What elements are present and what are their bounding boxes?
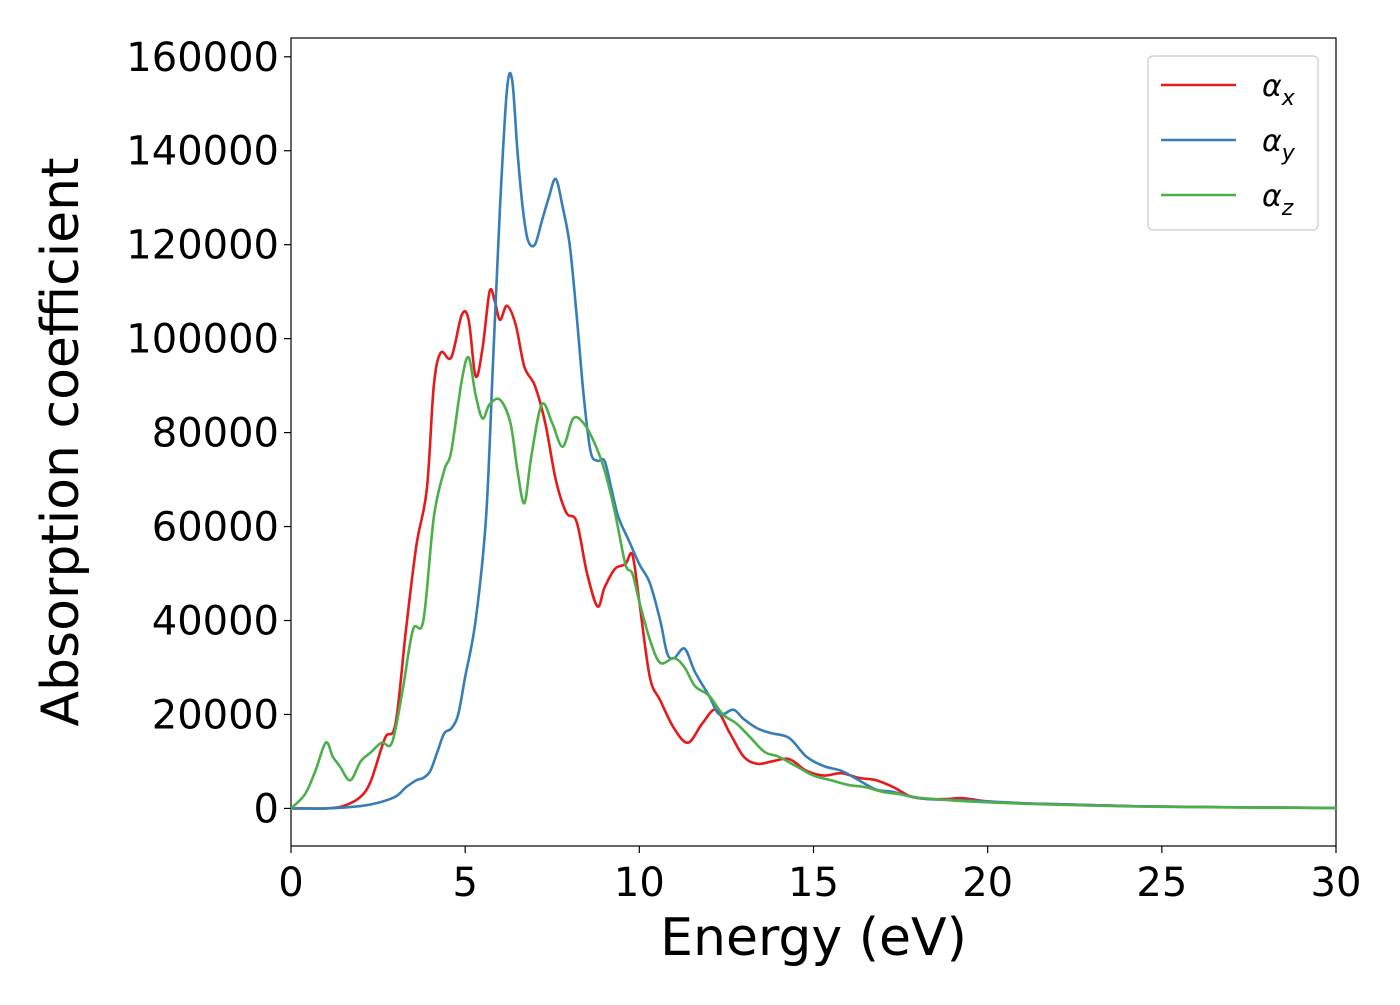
- y-tick-label: 20000: [152, 692, 279, 738]
- y-tick-label: 0: [254, 786, 279, 832]
- legend-box: [1147, 55, 1319, 231]
- y-axis-ticks: 0 20000 40000 60000 80000 100000 120000 140000 1…: [126, 35, 291, 832]
- legend-label-alpha-y: αy: [1262, 124, 1296, 166]
- y-tick-label: 140000: [126, 129, 279, 175]
- x-tick-label: 0: [278, 860, 303, 906]
- y-tick-label: 120000: [126, 223, 279, 269]
- y-tick-label: 100000: [126, 317, 279, 363]
- series-line-alpha-z: [289, 355, 1338, 810]
- y-tick-label: 80000: [152, 411, 279, 457]
- series-line-alpha-y: [289, 71, 1338, 810]
- x-axis-label: Energy (eV): [660, 908, 967, 968]
- x-tick-label: 30: [1311, 860, 1362, 906]
- series-layer: [289, 71, 1338, 810]
- x-tick-label: 15: [788, 860, 839, 906]
- y-tick-label: 60000: [152, 505, 279, 551]
- x-tick-label: 5: [452, 860, 477, 906]
- y-axis-label: Absorption coefficient: [31, 157, 91, 726]
- legend-label-alpha-x: αx: [1262, 69, 1296, 111]
- y-tick-label: 160000: [126, 35, 279, 81]
- x-axis-ticks: 0 5 10 15 20 25 30: [278, 846, 1361, 906]
- legend-label-alpha-z: αz: [1262, 179, 1294, 221]
- x-tick-label: 20: [962, 860, 1013, 906]
- y-tick-label: 40000: [152, 599, 279, 645]
- legend: αx αy αz: [1147, 55, 1319, 231]
- x-tick-label: 25: [1136, 860, 1187, 906]
- x-tick-label: 10: [614, 860, 665, 906]
